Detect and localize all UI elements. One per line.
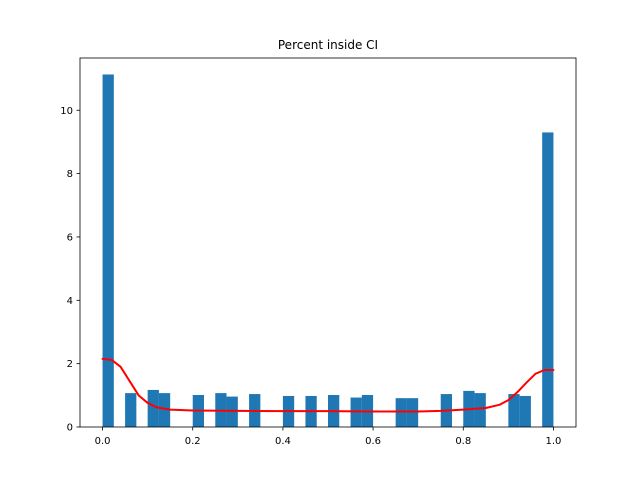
x-tick-label: 0.0 [95, 436, 111, 447]
histogram-bar [395, 398, 407, 427]
x-tick-label: 0.6 [365, 436, 381, 447]
histogram-bar [158, 393, 171, 427]
axes-frame [79, 57, 577, 428]
chart-title: Percent inside CI [278, 38, 378, 52]
histogram-bar [125, 393, 137, 427]
histogram-bar [147, 389, 159, 427]
y-tick-label: 0 [67, 423, 73, 434]
histogram-bar [508, 394, 520, 427]
x-tick-label: 0.2 [185, 436, 201, 447]
density-line [101, 357, 555, 413]
histogram-bar [542, 132, 554, 427]
histogram-bar [474, 393, 486, 427]
x-tick-label: 0.4 [275, 436, 291, 447]
histogram-bar [102, 74, 114, 427]
y-axis-ticks: 0 2 4 6 8 10 [60, 106, 80, 434]
x-tick-label: 0.8 [455, 436, 471, 447]
histogram-bar [406, 398, 419, 427]
x-axis-ticks: 0.0 0.2 0.4 0.6 0.8 1.0 [95, 427, 562, 447]
histogram-bar [519, 395, 531, 427]
x-tick-label: 1.0 [546, 436, 562, 447]
y-tick-label: 8 [67, 169, 73, 180]
y-tick-label: 10 [60, 106, 73, 117]
y-tick-label: 6 [67, 232, 73, 243]
histogram-bars [102, 74, 554, 427]
density-line-layer [101, 357, 555, 413]
y-tick-label: 2 [67, 359, 73, 370]
y-tick-label: 4 [67, 296, 73, 307]
